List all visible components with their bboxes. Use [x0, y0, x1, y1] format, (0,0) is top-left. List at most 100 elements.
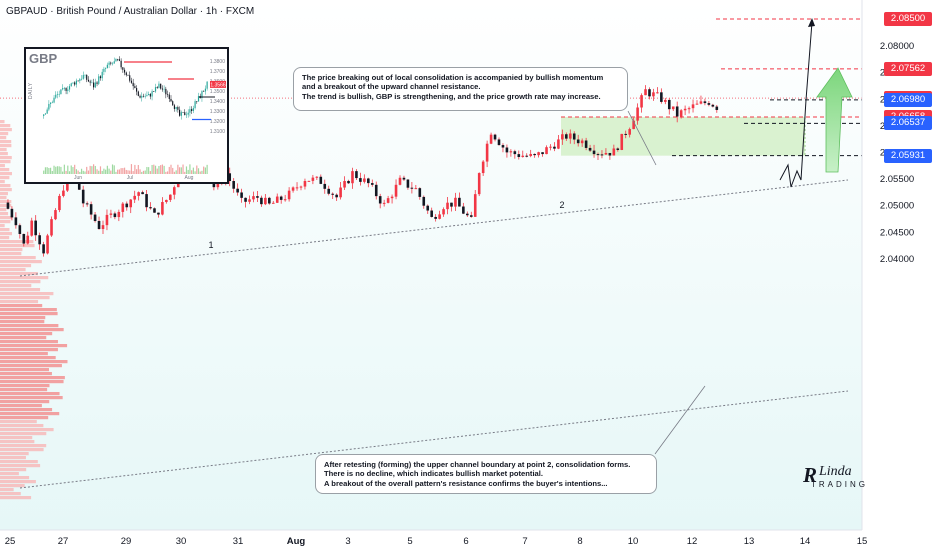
- time-axis[interactable]: 25 27 29 30 31 Aug 3 5 6 7 8 10 12 13 14 15: [0, 529, 867, 550]
- volume-profile-bar: [0, 252, 22, 256]
- inset-candle-body: [51, 102, 53, 104]
- volume-profile-bar: [0, 384, 50, 388]
- price-tick-label: 2.05500: [880, 174, 914, 185]
- candle-body: [656, 92, 659, 94]
- candle-body: [109, 213, 113, 215]
- inset-candle-body: [154, 87, 157, 92]
- inset-candle-body: [137, 91, 139, 96]
- candle-body: [374, 184, 378, 197]
- inset-volume-bar: [43, 170, 45, 174]
- candle-body: [153, 208, 156, 213]
- inset-volume-bar: [68, 171, 71, 174]
- volume-profile-bar: [0, 180, 5, 184]
- candle-body: [636, 107, 639, 121]
- inset-candle-body: [173, 105, 176, 109]
- inset-volume-bar: [132, 171, 134, 174]
- candle-body: [442, 209, 445, 215]
- candle-body: [386, 198, 390, 203]
- candle-body: [687, 108, 691, 110]
- inset-volume-bar: [153, 164, 155, 174]
- inset-volume-bar: [149, 171, 151, 174]
- candle-body: [612, 148, 616, 156]
- inset-volume-bar: [99, 166, 102, 174]
- candle-body: [450, 202, 453, 207]
- candle-body: [363, 178, 366, 182]
- volume-profile-bar: [0, 496, 32, 500]
- inset-candle-body: [60, 89, 62, 95]
- candle-body: [414, 188, 418, 190]
- bullish-arrow: [816, 67, 853, 173]
- volume-profile-bar: [0, 472, 19, 476]
- inset-candle-body: [203, 91, 205, 92]
- candle-body: [323, 183, 327, 189]
- inset-last-price: 1.3566: [210, 82, 226, 88]
- inset-candle-body: [80, 78, 83, 80]
- candle-body: [592, 150, 596, 155]
- inset-date-label: Jul: [127, 175, 133, 181]
- candle-body: [458, 197, 461, 207]
- candle-body: [561, 134, 564, 140]
- candle-body: [105, 214, 109, 226]
- inset-candle-body: [108, 62, 110, 65]
- candle-body: [497, 139, 501, 146]
- volume-profile-bar: [0, 376, 65, 380]
- candle-body: [695, 103, 699, 105]
- inset-candle-body: [74, 82, 76, 85]
- top-callout-line: The price breaking out of local consolid…: [302, 73, 604, 82]
- candle-body: [462, 206, 465, 214]
- time-tick-label: 8: [577, 536, 582, 547]
- inset-volume-bar: [206, 164, 208, 174]
- volume-profile-bar: [0, 268, 26, 272]
- callout-pointer: [654, 385, 706, 455]
- volume-profile-bar: [0, 360, 68, 364]
- inset-volume-bar: [115, 171, 117, 174]
- volume-profile-bar: [0, 188, 12, 192]
- volume-profile-bar: [0, 248, 23, 252]
- candle-body: [42, 244, 45, 254]
- candle-body: [711, 104, 715, 107]
- inset-candle-body: [156, 87, 158, 88]
- volume-profile-bar: [0, 356, 56, 360]
- inset-volume-bar: [139, 169, 141, 174]
- inset-volume-bar: [96, 169, 98, 174]
- inset-candle-body: [175, 107, 177, 109]
- candle-body: [501, 145, 505, 148]
- inset-candle-body: [68, 86, 71, 90]
- inset-candle-body: [180, 112, 182, 116]
- inset-candle-body: [65, 88, 67, 91]
- inset-price-label: 1.3400: [210, 99, 226, 105]
- candle-body: [161, 202, 164, 215]
- inset-candle-body: [151, 91, 153, 97]
- volume-profile-bar: [0, 124, 11, 128]
- volume-profile-bar: [0, 400, 50, 404]
- inset-candle-body: [185, 114, 188, 116]
- inset-volume-bar: [187, 169, 189, 174]
- candle-body: [145, 194, 148, 208]
- candle-body: [240, 192, 243, 198]
- inset-volume-bar: [137, 165, 139, 174]
- candle-body: [311, 177, 315, 181]
- candle-body: [26, 235, 30, 244]
- candle-body: [125, 203, 129, 208]
- inset-price-label: 1.3700: [210, 69, 226, 75]
- time-tick-label: 27: [58, 536, 69, 547]
- candle-body: [30, 220, 34, 236]
- inset-candle-body: [75, 80, 77, 85]
- inset-volume-bar: [158, 165, 160, 174]
- inset-volume-bar: [55, 166, 57, 174]
- inset-candle-body: [91, 82, 93, 84]
- inset-candle-body: [191, 109, 193, 111]
- volume-profile-bar: [0, 412, 60, 416]
- inset-volume-bar: [72, 167, 74, 174]
- volume-profile-bar: [0, 292, 54, 296]
- inset-volume-bar: [203, 166, 205, 174]
- inset-volume-bar: [103, 168, 105, 174]
- price-tag: 2.06980: [884, 92, 932, 107]
- volume-profile-bar: [0, 236, 10, 240]
- inset-volume-bar: [154, 165, 157, 174]
- volume-profile-bar: [0, 152, 8, 156]
- volume-profile-bar: [0, 244, 35, 248]
- candle-body: [343, 180, 346, 188]
- candle-body: [489, 134, 493, 144]
- inset-candle-body: [72, 82, 74, 84]
